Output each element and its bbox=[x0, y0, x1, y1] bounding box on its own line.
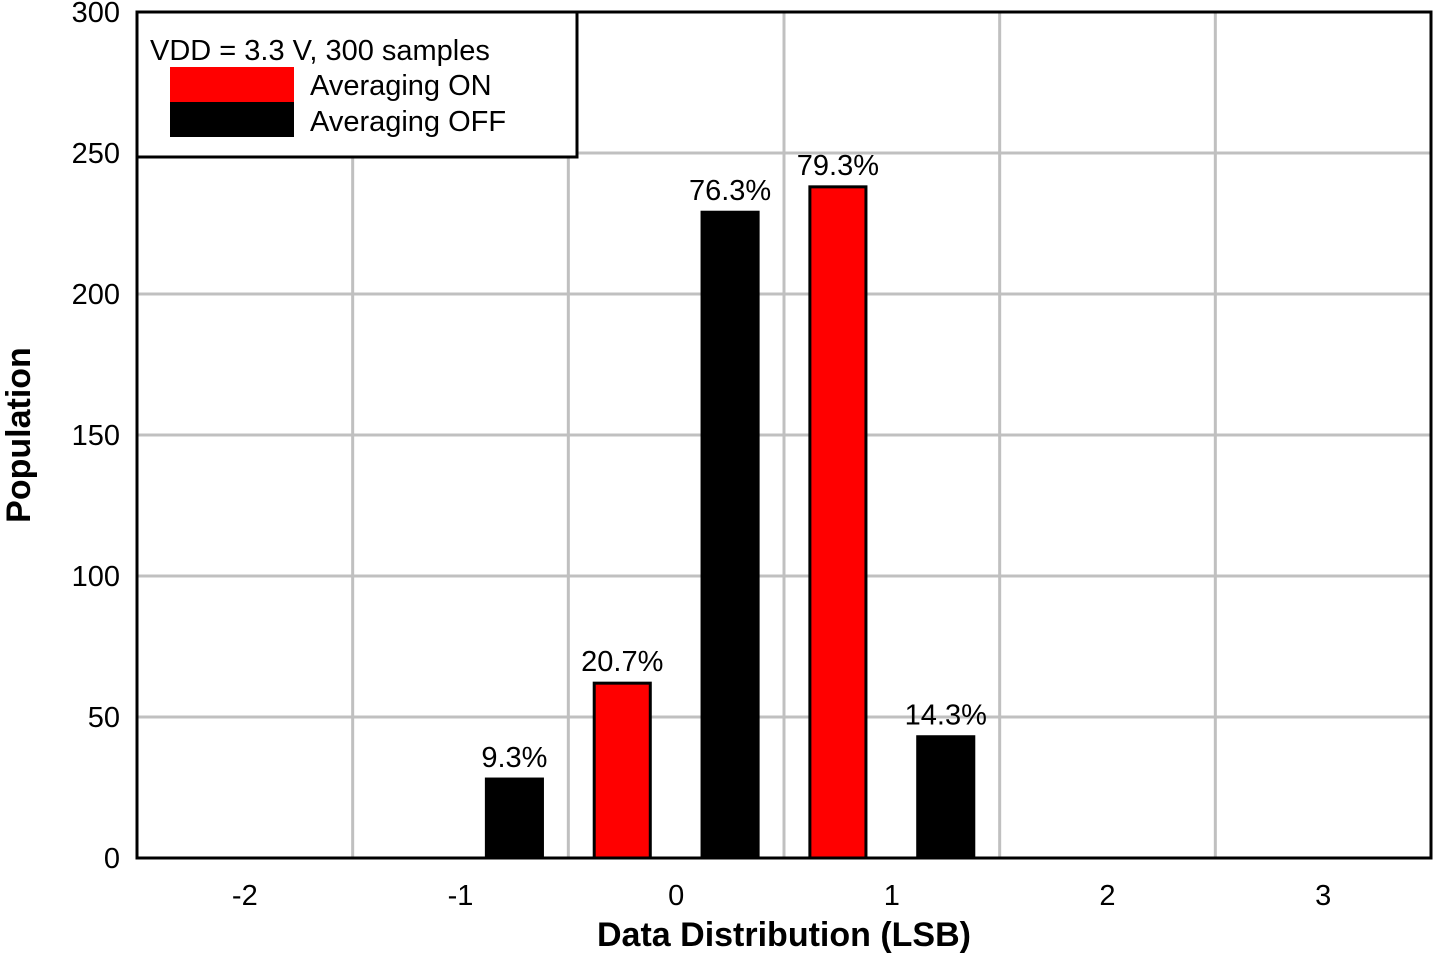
bar-value-label: 79.3% bbox=[797, 150, 879, 182]
y-tick-labels: 0 50 100 150 200 250 300 bbox=[72, 0, 120, 875]
legend-label-averaging-off: Averaging OFF bbox=[310, 106, 506, 138]
bar-value-label: 14.3% bbox=[905, 700, 987, 732]
legend-title: VDD = 3.3 V, 300 samples bbox=[150, 35, 490, 67]
legend: VDD = 3.3 V, 300 samples Averaging ON Av… bbox=[135, 10, 579, 159]
bar-averaging-off bbox=[700, 210, 760, 860]
x-tick-labels: -2 -1 0 1 2 3 bbox=[232, 880, 1331, 912]
bar-averaging-on bbox=[592, 681, 652, 860]
y-tick-label: 100 bbox=[72, 561, 120, 593]
y-axis-label: Population bbox=[0, 347, 38, 523]
bar-averaging-off bbox=[916, 735, 976, 860]
x-tick-label: -2 bbox=[232, 880, 258, 912]
bar-value-label: 9.3% bbox=[481, 742, 547, 774]
x-tick-label: 0 bbox=[668, 880, 684, 912]
legend-label-averaging-on: Averaging ON bbox=[310, 70, 492, 102]
y-tick-label: 150 bbox=[72, 420, 120, 452]
bar-averaging-off bbox=[484, 777, 544, 860]
y-tick-label: 0 bbox=[104, 843, 120, 875]
plot-frame bbox=[135, 10, 1433, 860]
y-tick-label: 300 bbox=[72, 0, 120, 29]
x-tick-label: 2 bbox=[1099, 880, 1115, 912]
y-tick-label: 50 bbox=[88, 702, 120, 734]
x-tick-label: 1 bbox=[884, 880, 900, 912]
x-tick-label: -1 bbox=[448, 880, 474, 912]
bar-labels: 20.7% 79.3% 9.3% 76.3% 14.3% bbox=[481, 150, 987, 774]
bar-value-label: 76.3% bbox=[689, 175, 771, 207]
bar-averaging-on bbox=[808, 185, 868, 860]
y-tick-label: 200 bbox=[72, 279, 120, 311]
y-tick-label: 250 bbox=[72, 138, 120, 170]
bars bbox=[484, 185, 976, 860]
x-tick-label: 3 bbox=[1315, 880, 1331, 912]
legend-swatch-averaging-on bbox=[170, 67, 294, 102]
bar-value-label: 20.7% bbox=[581, 646, 663, 678]
x-axis-label: Data Distribution (LSB) bbox=[597, 916, 971, 954]
legend-swatch-averaging-off bbox=[170, 102, 294, 137]
